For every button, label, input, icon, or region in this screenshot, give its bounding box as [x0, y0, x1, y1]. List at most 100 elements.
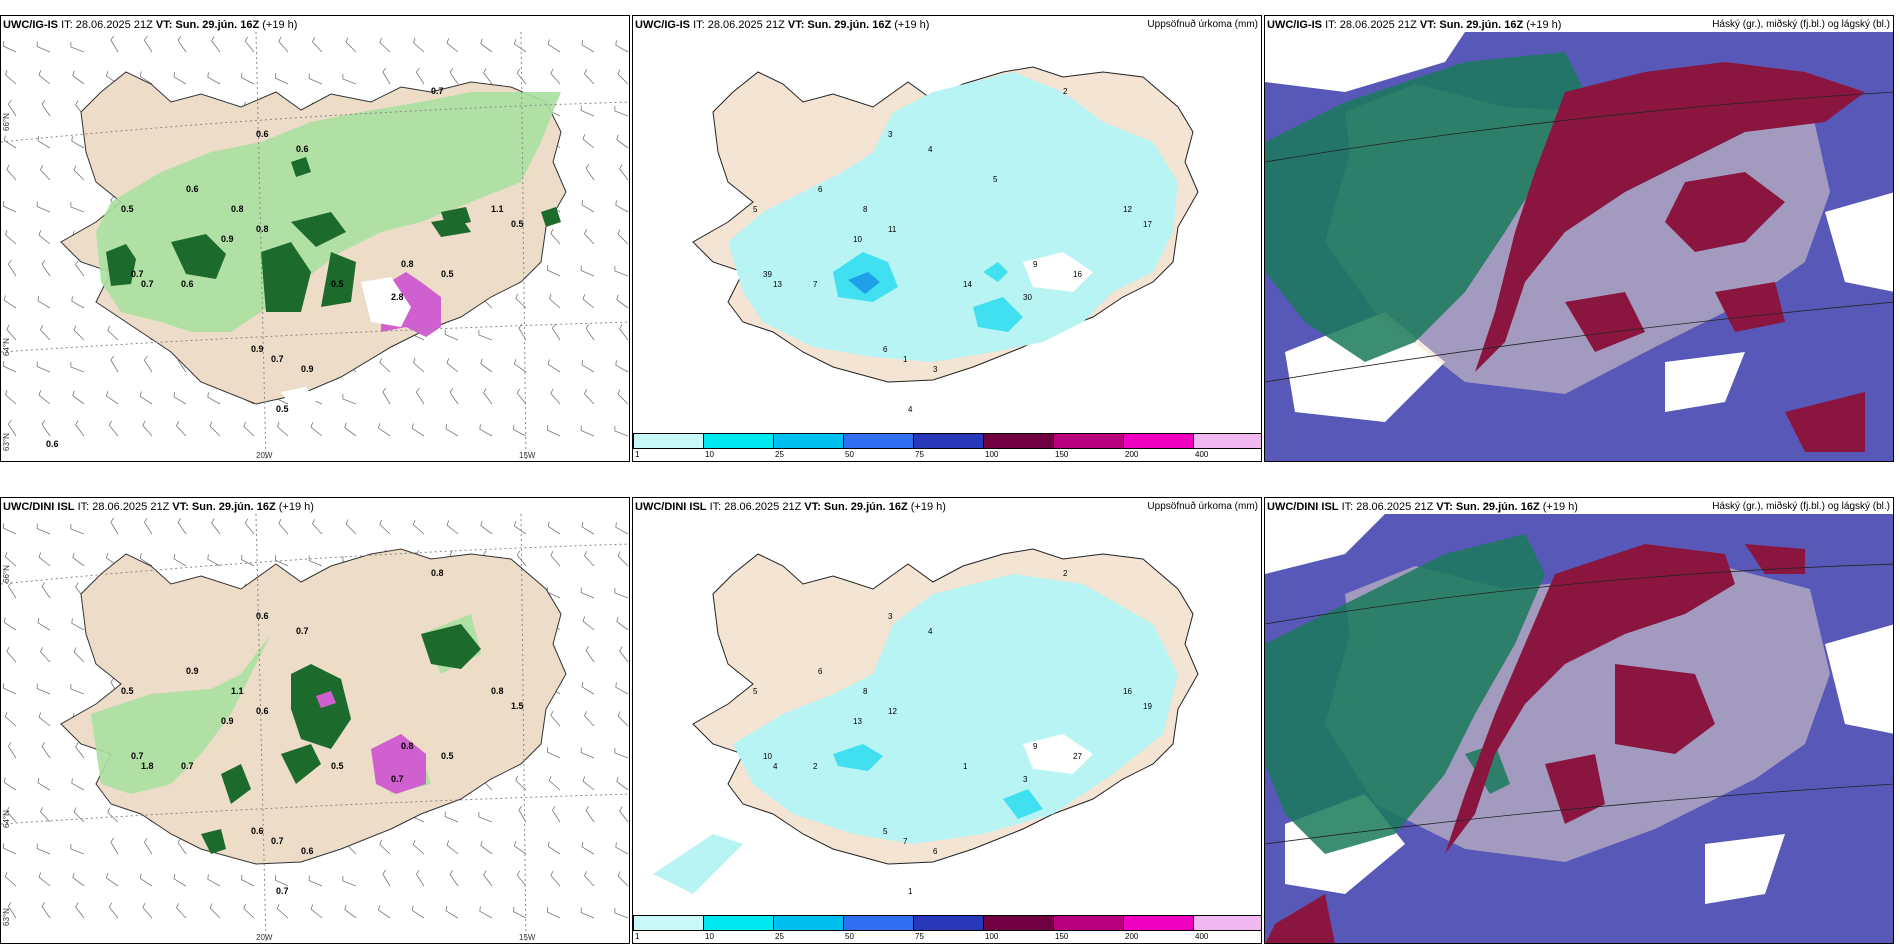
- wind-barb: [308, 555, 323, 567]
- value-label: 0.6: [186, 184, 199, 194]
- colorbar-swatch: [633, 915, 704, 931]
- wind-barb: [211, 518, 221, 535]
- value-label: 8: [863, 687, 868, 696]
- value-label: 16: [1123, 687, 1132, 696]
- wind-barb: [617, 229, 629, 245]
- wind-barb: [40, 647, 51, 663]
- wind-barb: [550, 388, 561, 405]
- wind-barb: [548, 775, 561, 791]
- colorbar-tick: 100: [985, 450, 999, 459]
- wind-barb: [614, 106, 629, 117]
- wind-barb: [445, 423, 459, 437]
- wind-barb: [546, 747, 561, 759]
- panel-title: UWC/IG-IS IT: 28.06.2025 21Z VT: Sun. 29…: [1267, 19, 1562, 31]
- graticule: [1, 32, 629, 461]
- value-label: 10: [853, 235, 862, 244]
- wind-barb: [619, 324, 629, 341]
- wind-barb: [617, 711, 629, 727]
- wind-barb: [585, 646, 595, 663]
- wind-barb: [209, 421, 221, 437]
- precip-colorbar: 1 10 25 50 75 100 150 200 400: [633, 915, 1261, 943]
- colorbar-tick: 25: [775, 450, 784, 459]
- dark-green-cells: [201, 624, 481, 854]
- value-label: 0.6: [256, 706, 269, 716]
- lat-label: 64°N: [2, 338, 11, 356]
- value-label: 0.6: [256, 611, 269, 621]
- value-label: 0.5: [511, 219, 524, 229]
- value-label: 0.6: [181, 279, 194, 289]
- value-label: 14: [963, 280, 972, 289]
- wind-barb: [514, 521, 527, 535]
- low-cloud-green: [1265, 52, 1585, 362]
- wind-barb: [6, 164, 17, 181]
- wind-barb: [312, 519, 323, 535]
- value-label: 6: [933, 847, 938, 856]
- wind-barb: [71, 296, 85, 309]
- wind-barb: [40, 807, 51, 823]
- wind-barb: [241, 874, 255, 887]
- wind-barb: [75, 260, 85, 277]
- wind-barb: [412, 37, 425, 53]
- panel-subtitle: Uppsöfnuð úrkoma (mm): [1147, 19, 1258, 30]
- wind-barb: [110, 35, 119, 53]
- wind-barb: [37, 777, 51, 791]
- clear-sky-areas: [1265, 32, 1893, 422]
- wind-barb: [41, 420, 51, 437]
- colorbar-tick: 400: [1195, 450, 1209, 459]
- wind-barb: [36, 523, 51, 535]
- wind-barb: [614, 266, 629, 277]
- wind-barb: [108, 902, 119, 919]
- value-label: 0.9: [186, 666, 199, 676]
- wind-barb: [415, 387, 425, 405]
- wind-barb: [483, 68, 493, 85]
- wind-barb: [70, 684, 85, 695]
- value-label: 0.8: [401, 741, 414, 751]
- wind-barb: [546, 425, 561, 437]
- wind-barb: [550, 550, 561, 567]
- wind-barb: [2, 523, 17, 535]
- value-label: 1.8: [141, 761, 154, 771]
- cyan-area: [833, 252, 1023, 332]
- wind-barb: [550, 228, 561, 245]
- wind-barb: [41, 902, 51, 919]
- wind-barb: [615, 842, 629, 855]
- wind-barb: [207, 392, 221, 405]
- wind-barb: [177, 36, 187, 53]
- wind-precip-panel-dini: UWC/DINI ISL IT: 28.06.2025 21Z VT: Sun.…: [0, 497, 630, 944]
- wind-barb: [40, 165, 51, 181]
- wind-barb: [38, 70, 51, 85]
- wind-barb: [616, 616, 629, 631]
- wind-barb: [241, 72, 255, 85]
- wind-barb: [344, 904, 357, 919]
- wind-barb: [4, 69, 17, 85]
- wind-barb: [308, 875, 323, 887]
- wind-barb: [614, 426, 629, 437]
- value-label: 16: [1073, 270, 1082, 279]
- wind-barb: [276, 903, 289, 919]
- wind-barb: [513, 906, 527, 919]
- value-label: 0.7: [141, 279, 154, 289]
- wind-barb: [278, 36, 289, 53]
- wind-barb: [515, 775, 527, 791]
- value-label: 9: [1033, 260, 1038, 269]
- wind-barb: [615, 360, 629, 373]
- wind-barb: [547, 841, 561, 855]
- wind-barb: [513, 424, 527, 437]
- value-label: 0.7: [181, 761, 194, 771]
- value-label: 6: [818, 667, 823, 676]
- wind-barb: [36, 201, 51, 213]
- wind-barb: [142, 902, 153, 919]
- value-label: 2: [813, 762, 818, 771]
- wind-barb: [580, 265, 595, 277]
- value-label: 1: [908, 887, 913, 896]
- wind-barb: [7, 901, 17, 919]
- colorbar-tick: 150: [1055, 450, 1069, 459]
- colorbar-swatch: [633, 433, 704, 449]
- wind-barb: [36, 361, 51, 373]
- wind-barb: [40, 325, 51, 341]
- white-gap: [1023, 252, 1093, 292]
- cloud-cover-map: [1265, 32, 1893, 461]
- wind-barb: [581, 39, 595, 53]
- panel-title: UWC/IG-IS IT: 28.06.2025 21Z VT: Sun. 29…: [3, 19, 298, 31]
